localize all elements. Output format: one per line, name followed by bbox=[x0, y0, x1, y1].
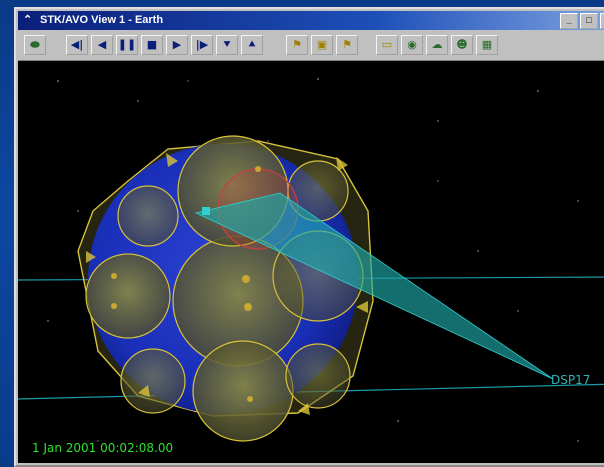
tool-b-button[interactable]: ▣ bbox=[311, 35, 333, 55]
person-button[interactable]: ☻ bbox=[451, 35, 473, 55]
globe-button[interactable]: ◉ bbox=[401, 35, 423, 55]
play-button[interactable]: ▶ bbox=[166, 35, 188, 55]
sensor-cone bbox=[194, 192, 554, 380]
animation-toolbar: ⬬ ◀| ◀ ❚❚ ■ ▶ |▶ ⯆ ⯅ ⚑ ▣ ⚑ ▭ ◉ ☁ ☻ ▦ bbox=[18, 32, 604, 61]
maximize-button[interactable]: □ bbox=[580, 13, 598, 29]
hull-markers bbox=[86, 153, 368, 415]
close-button[interactable]: × bbox=[600, 13, 604, 29]
reverse-button[interactable]: ◀ bbox=[91, 35, 113, 55]
animation-timestamp: 1 Jan 2001 00:02:08.00 bbox=[32, 440, 174, 456]
3d-viewport[interactable]: DSP17 1 Jan 2001 00:02:08.00 bbox=[18, 61, 604, 463]
ground-sites bbox=[111, 166, 261, 402]
decrease-step-button[interactable]: ⯆ bbox=[216, 35, 238, 55]
title-bar[interactable]: ⌃ STK/AVO View 1 - Earth _ □ × bbox=[18, 11, 604, 30]
cloud-button[interactable]: ☁ bbox=[426, 35, 448, 55]
tool-c-button[interactable]: ⚑ bbox=[336, 35, 358, 55]
star-field bbox=[47, 78, 579, 442]
tool-a-button[interactable]: ⚑ bbox=[286, 35, 308, 55]
folder-button[interactable]: ▭ bbox=[376, 35, 398, 55]
pause-button[interactable]: ❚❚ bbox=[116, 35, 138, 55]
stk-view-window: ⌃ STK/AVO View 1 - Earth _ □ × ⬬ ◀| ◀ ❚❚… bbox=[14, 7, 604, 467]
scene-graphics bbox=[18, 78, 604, 442]
minimize-button[interactable]: _ bbox=[560, 13, 578, 29]
stop-button[interactable]: ■ bbox=[141, 35, 163, 55]
window-controls: _ □ × bbox=[560, 13, 604, 29]
step-forward-button[interactable]: |▶ bbox=[191, 35, 213, 55]
satellite-label[interactable]: DSP17 bbox=[551, 373, 591, 387]
step-back-button[interactable]: ◀| bbox=[66, 35, 88, 55]
increase-step-button[interactable]: ⯅ bbox=[241, 35, 263, 55]
window-title: STK/AVO View 1 - Earth bbox=[40, 14, 164, 26]
map-button[interactable]: ▦ bbox=[476, 35, 498, 55]
sensor-target-marker bbox=[202, 207, 210, 215]
view-icon-button[interactable]: ⬬ bbox=[24, 35, 46, 55]
app-icon: ⌃ bbox=[23, 14, 33, 26]
